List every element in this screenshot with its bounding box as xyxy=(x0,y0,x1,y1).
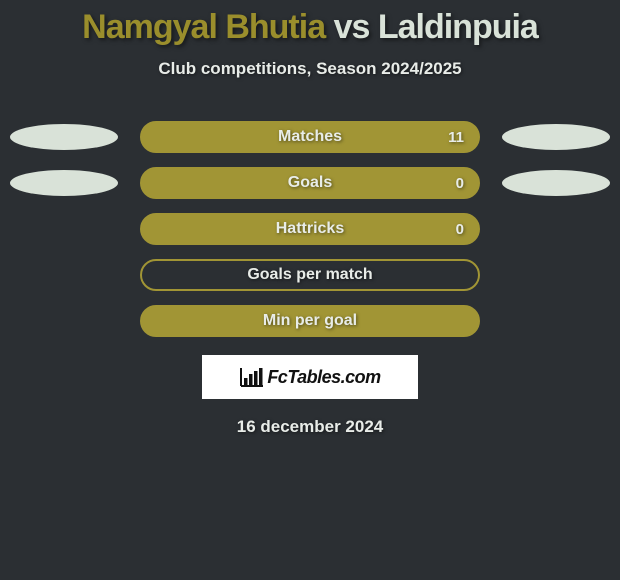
left-spacer xyxy=(10,262,118,288)
comparison-title: Namgyal Bhutia vs Laldinpuia xyxy=(0,0,620,47)
stats-rows: Matches 11 Goals 0 Hattricks 0 Goals per match… xyxy=(0,121,620,337)
left-spacer xyxy=(10,216,118,242)
stat-bar: Matches 11 xyxy=(140,121,480,153)
stat-bar: Min per goal xyxy=(140,305,480,337)
right-ellipse xyxy=(502,170,610,196)
right-ellipse xyxy=(502,124,610,150)
stat-label: Goals per match xyxy=(247,266,372,284)
player1-name: Namgyal Bhutia xyxy=(82,8,325,46)
player2-name: Laldinpuia xyxy=(378,8,538,46)
season-subtitle: Club competitions, Season 2024/2025 xyxy=(0,59,620,79)
stat-label: Matches xyxy=(278,128,342,146)
stat-label: Min per goal xyxy=(263,312,357,330)
right-spacer xyxy=(502,308,610,334)
barchart-icon xyxy=(239,366,265,388)
stat-row: Goals per match xyxy=(0,259,620,291)
stat-row: Min per goal xyxy=(0,305,620,337)
stat-bar: Goals 0 xyxy=(140,167,480,199)
right-spacer xyxy=(502,262,610,288)
left-ellipse xyxy=(10,124,118,150)
stat-value: 0 xyxy=(456,221,464,238)
stat-row: Matches 11 xyxy=(0,121,620,153)
stat-row: Goals 0 xyxy=(0,167,620,199)
logo-box: FcTables.com xyxy=(202,355,418,399)
stat-value: 11 xyxy=(448,129,464,146)
date-line: 16 december 2024 xyxy=(0,417,620,437)
logo-text: FcTables.com xyxy=(267,367,380,388)
vs-label: vs xyxy=(334,8,370,46)
stat-bar: Hattricks 0 xyxy=(140,213,480,245)
stat-value: 0 xyxy=(456,175,464,192)
stat-label: Hattricks xyxy=(276,220,344,238)
left-ellipse xyxy=(10,170,118,196)
stat-row: Hattricks 0 xyxy=(0,213,620,245)
logo-inner: FcTables.com xyxy=(239,366,380,388)
right-spacer xyxy=(502,216,610,242)
stat-label: Goals xyxy=(288,174,332,192)
left-spacer xyxy=(10,308,118,334)
stat-bar: Goals per match xyxy=(140,259,480,291)
